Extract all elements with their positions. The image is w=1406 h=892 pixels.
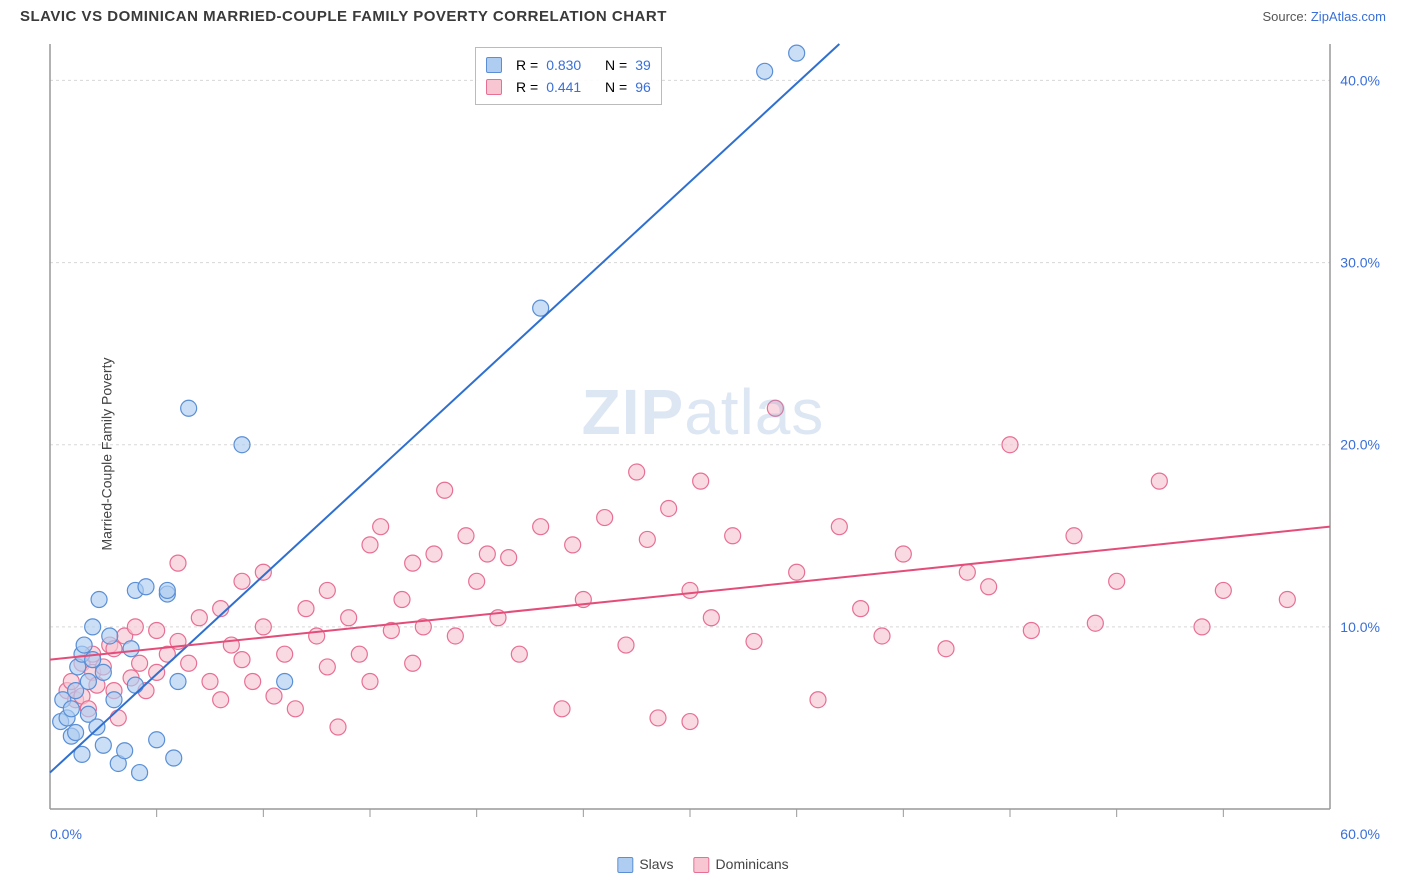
source-prefix: Source: bbox=[1262, 9, 1310, 24]
legend-row: R = 0.441 N = 96 bbox=[486, 76, 651, 98]
svg-text:10.0%: 10.0% bbox=[1340, 619, 1380, 635]
series-legend-item: Slavs bbox=[617, 856, 673, 873]
legend-r-label: R = bbox=[516, 54, 538, 76]
legend-swatch bbox=[694, 857, 710, 873]
legend-r-value: 0.441 bbox=[546, 76, 581, 98]
legend-row: R = 0.830 N = 39 bbox=[486, 54, 651, 76]
legend-label: Dominicans bbox=[716, 856, 789, 872]
svg-text:0.0%: 0.0% bbox=[50, 826, 82, 842]
correlation-chart: 10.0% 20.0% 30.0% 40.0% 0.0% 60.0% bbox=[0, 29, 1406, 879]
legend-n-label: N = bbox=[605, 54, 627, 76]
source-attribution: Source: ZipAtlas.com bbox=[1262, 9, 1386, 24]
chart-container: Married-Couple Family Poverty 10.0% 20.0%… bbox=[0, 29, 1406, 879]
source-link[interactable]: ZipAtlas.com bbox=[1311, 9, 1386, 24]
correlation-legend: R = 0.830 N = 39 R = 0.441 N = 96 bbox=[475, 47, 662, 105]
legend-n-label: N = bbox=[605, 76, 627, 98]
series-legend-item: Dominicans bbox=[694, 856, 789, 873]
svg-text:20.0%: 20.0% bbox=[1340, 437, 1380, 453]
legend-label: Slavs bbox=[639, 856, 673, 872]
page-title: SLAVIC VS DOMINICAN MARRIED-COUPLE FAMIL… bbox=[20, 8, 667, 25]
legend-r-label: R = bbox=[516, 76, 538, 98]
legend-swatch bbox=[617, 857, 633, 873]
svg-text:60.0%: 60.0% bbox=[1340, 826, 1380, 842]
legend-n-value: 96 bbox=[635, 76, 651, 98]
svg-text:30.0%: 30.0% bbox=[1340, 255, 1380, 271]
legend-swatch bbox=[486, 57, 502, 73]
svg-text:40.0%: 40.0% bbox=[1340, 72, 1380, 88]
series-legend: Slavs Dominicans bbox=[617, 856, 788, 873]
y-axis-label: Married-Couple Family Poverty bbox=[98, 358, 114, 551]
legend-r-value: 0.830 bbox=[546, 54, 581, 76]
legend-n-value: 39 bbox=[635, 54, 651, 76]
legend-swatch bbox=[486, 79, 502, 95]
